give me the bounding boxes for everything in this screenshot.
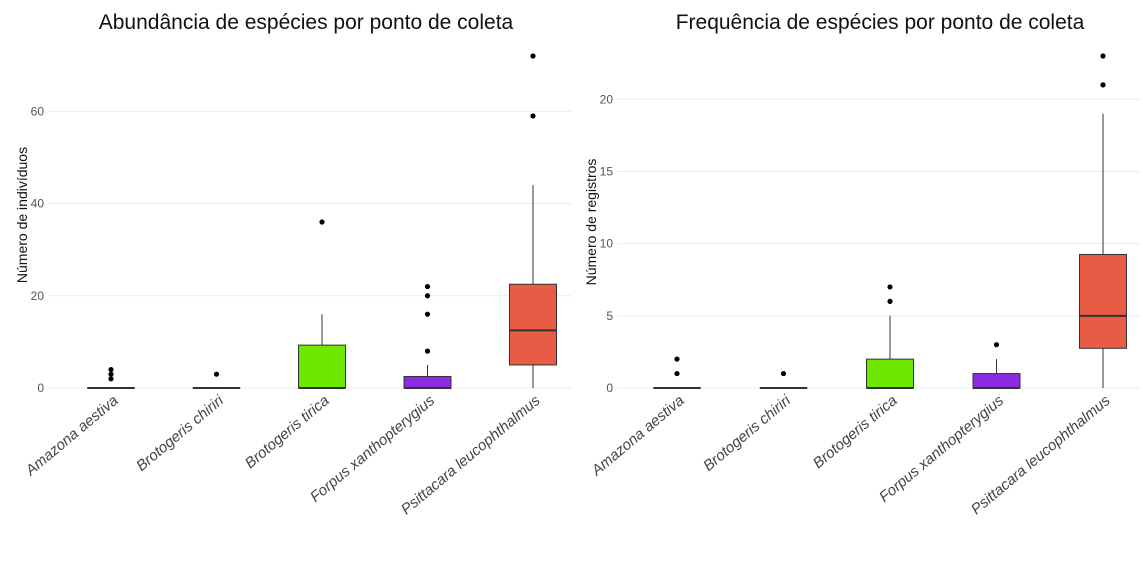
outlier-point — [674, 356, 680, 362]
box — [403, 375, 452, 389]
outlier-point — [993, 342, 1000, 348]
outlier-point — [424, 293, 431, 299]
outlier-point — [108, 366, 114, 373]
outlier-point — [108, 376, 114, 382]
plot-panel-2: 0 5 10 15 20 Amazona aestiva Brotogeris chirir… — [588, 53, 1140, 518]
box-group — [403, 283, 452, 389]
outlier-point — [1100, 82, 1106, 88]
box — [866, 358, 914, 389]
outlier-point — [530, 113, 536, 119]
y-tick-label: 40 — [31, 197, 45, 211]
y-tick-label: 20 — [31, 289, 45, 303]
box-group — [1079, 53, 1127, 388]
x-tick-label: Brotogeris tirica — [242, 392, 333, 472]
x-tick-label: Brotogeris tirica — [810, 392, 901, 472]
box-group — [972, 342, 1021, 389]
y-tick-label: 20 — [600, 92, 614, 106]
outlier-point — [108, 371, 114, 377]
plot-panel-1: 0 20 40 60 Amazona aestiva Brotogeris chiriri… — [22, 53, 571, 518]
outlier-point — [424, 311, 431, 317]
x-tick-label: Amazona aestiva — [588, 392, 688, 480]
y-tick-label: 0 — [37, 381, 44, 395]
chart-title-frequency: Frequência de espécies por ponto de cole… — [676, 11, 1085, 34]
box-group — [298, 219, 346, 389]
box — [972, 373, 1021, 389]
outlier-point — [1100, 53, 1106, 59]
box-group — [866, 284, 914, 389]
y-axis-label-frequency: Número de registros — [583, 159, 599, 286]
box-group — [653, 356, 701, 389]
outlier-point — [887, 284, 893, 290]
x-tick-label: Amazona aestiva — [22, 392, 122, 480]
outlier-point — [424, 283, 431, 290]
outlier-point — [887, 298, 893, 304]
x-tick-label: Brotogeris chiriri — [133, 392, 227, 475]
x-tick-label: Brotogeris chiriri — [700, 392, 794, 475]
y-tick-label: 10 — [600, 237, 614, 251]
y-tick-label: 15 — [600, 164, 614, 178]
chart-title-abundance: Abundância de espécies por ponto de cole… — [99, 11, 514, 34]
y-tick-label: 0 — [606, 381, 613, 395]
outlier-point — [530, 53, 536, 59]
outlier-point — [213, 371, 220, 377]
box-group — [192, 371, 241, 389]
box-group — [509, 53, 557, 388]
outlier-point — [780, 370, 787, 377]
y-tick-label: 5 — [606, 309, 613, 323]
outlier-point — [674, 370, 680, 377]
y-tick-label: 60 — [31, 104, 45, 118]
y-axis-label-abundance: Número de indivíduos — [14, 147, 30, 283]
box-group — [87, 366, 135, 389]
outlier-point — [424, 348, 431, 354]
box — [509, 283, 557, 366]
outlier-point — [319, 219, 325, 225]
box-group — [759, 370, 808, 389]
box — [1079, 253, 1127, 349]
box — [298, 344, 346, 389]
